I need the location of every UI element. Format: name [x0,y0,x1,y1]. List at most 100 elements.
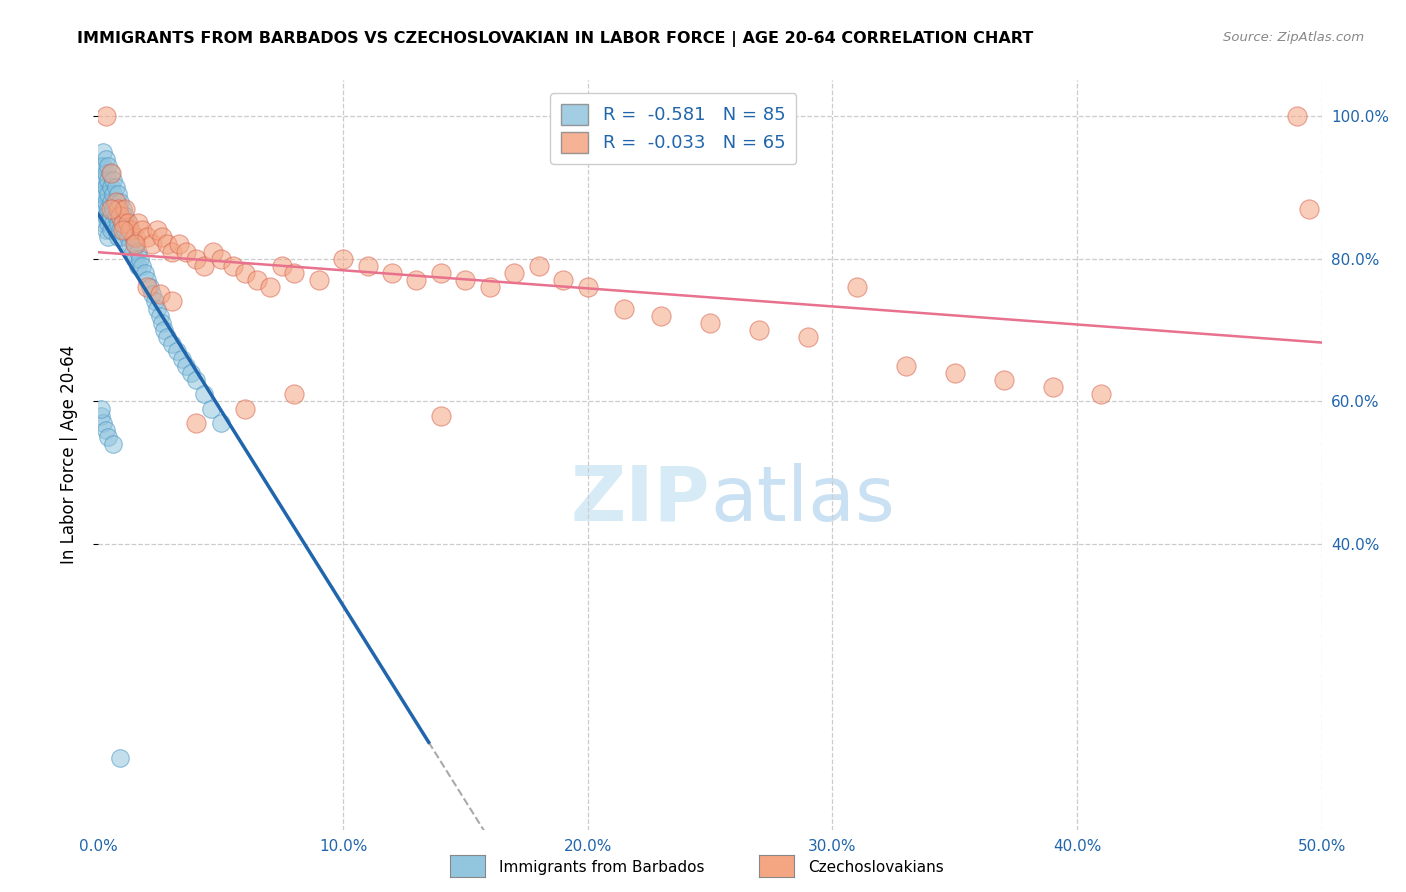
Point [127,259,149,273]
Point [110,751,132,765]
Point [94,152,117,166]
Point [186,416,208,430]
Point [527,259,550,273]
Text: Immigrants from Barbados: Immigrants from Barbados [499,860,704,874]
Point [233,266,256,280]
Point [97,159,120,173]
Point [166,344,188,359]
Point [100,166,122,180]
Point [308,273,330,287]
Point [186,252,208,266]
Point [104,194,127,209]
Point [209,252,232,266]
Point [101,437,124,451]
Point [270,259,294,273]
Point [90,159,112,173]
Point [107,202,129,216]
Point [136,280,159,294]
Point [478,280,501,294]
Point [91,202,114,216]
Point [1286,109,1309,123]
Point [111,202,134,216]
Point [111,216,134,230]
Point [124,237,146,252]
Point [100,180,122,194]
Point [167,237,190,252]
Point [97,430,120,444]
Point [100,166,122,180]
Point [104,194,127,209]
Point [97,230,120,244]
Point [104,180,127,194]
Text: Czechoslovakians: Czechoslovakians [808,860,945,874]
Point [209,416,232,430]
Point [150,230,173,244]
Point [120,237,142,252]
Point [160,244,183,259]
Point [156,237,179,252]
Point [90,173,112,187]
Point [160,337,183,351]
Point [121,230,143,244]
Point [283,387,305,401]
Point [90,409,112,423]
Point [94,109,117,123]
Point [127,216,149,230]
Point [91,216,114,230]
Point [94,194,117,209]
Point [120,223,142,237]
Point [107,187,129,202]
Point [100,209,122,223]
Point [405,273,427,287]
Point [576,280,599,294]
Point [146,223,169,237]
Point [110,194,132,209]
Point [94,423,117,437]
Point [156,330,179,344]
Point [100,223,122,237]
Point [121,244,143,259]
Point [97,216,120,230]
Point [146,301,169,316]
Point [153,323,176,337]
Point [94,223,117,237]
Point [150,316,173,330]
Point [101,202,124,216]
Point [454,273,477,287]
Point [94,209,117,223]
Point [124,230,146,244]
Point [332,252,354,266]
Point [259,280,281,294]
Point [101,216,124,230]
Point [134,266,156,280]
Point [430,266,453,280]
Point [193,259,215,273]
Text: ZIP: ZIP [571,463,710,537]
Point [993,373,1015,387]
Point [110,209,132,223]
Point [894,359,917,373]
Point [200,401,222,416]
Point [107,216,129,230]
Point [90,187,112,202]
Point [91,416,114,430]
Point [180,366,202,380]
Point [748,323,770,337]
Point [176,244,198,259]
Point [91,159,114,173]
Point [111,216,134,230]
Point [107,230,129,244]
Point [94,166,117,180]
Point [100,202,122,216]
Point [222,259,245,273]
Point [356,259,378,273]
Point [97,187,120,202]
Point [845,280,868,294]
Point [101,187,124,202]
Point [114,209,136,223]
Point [117,216,139,230]
Point [1090,387,1112,401]
Point [149,287,172,301]
Point [131,223,153,237]
Point [90,401,112,416]
